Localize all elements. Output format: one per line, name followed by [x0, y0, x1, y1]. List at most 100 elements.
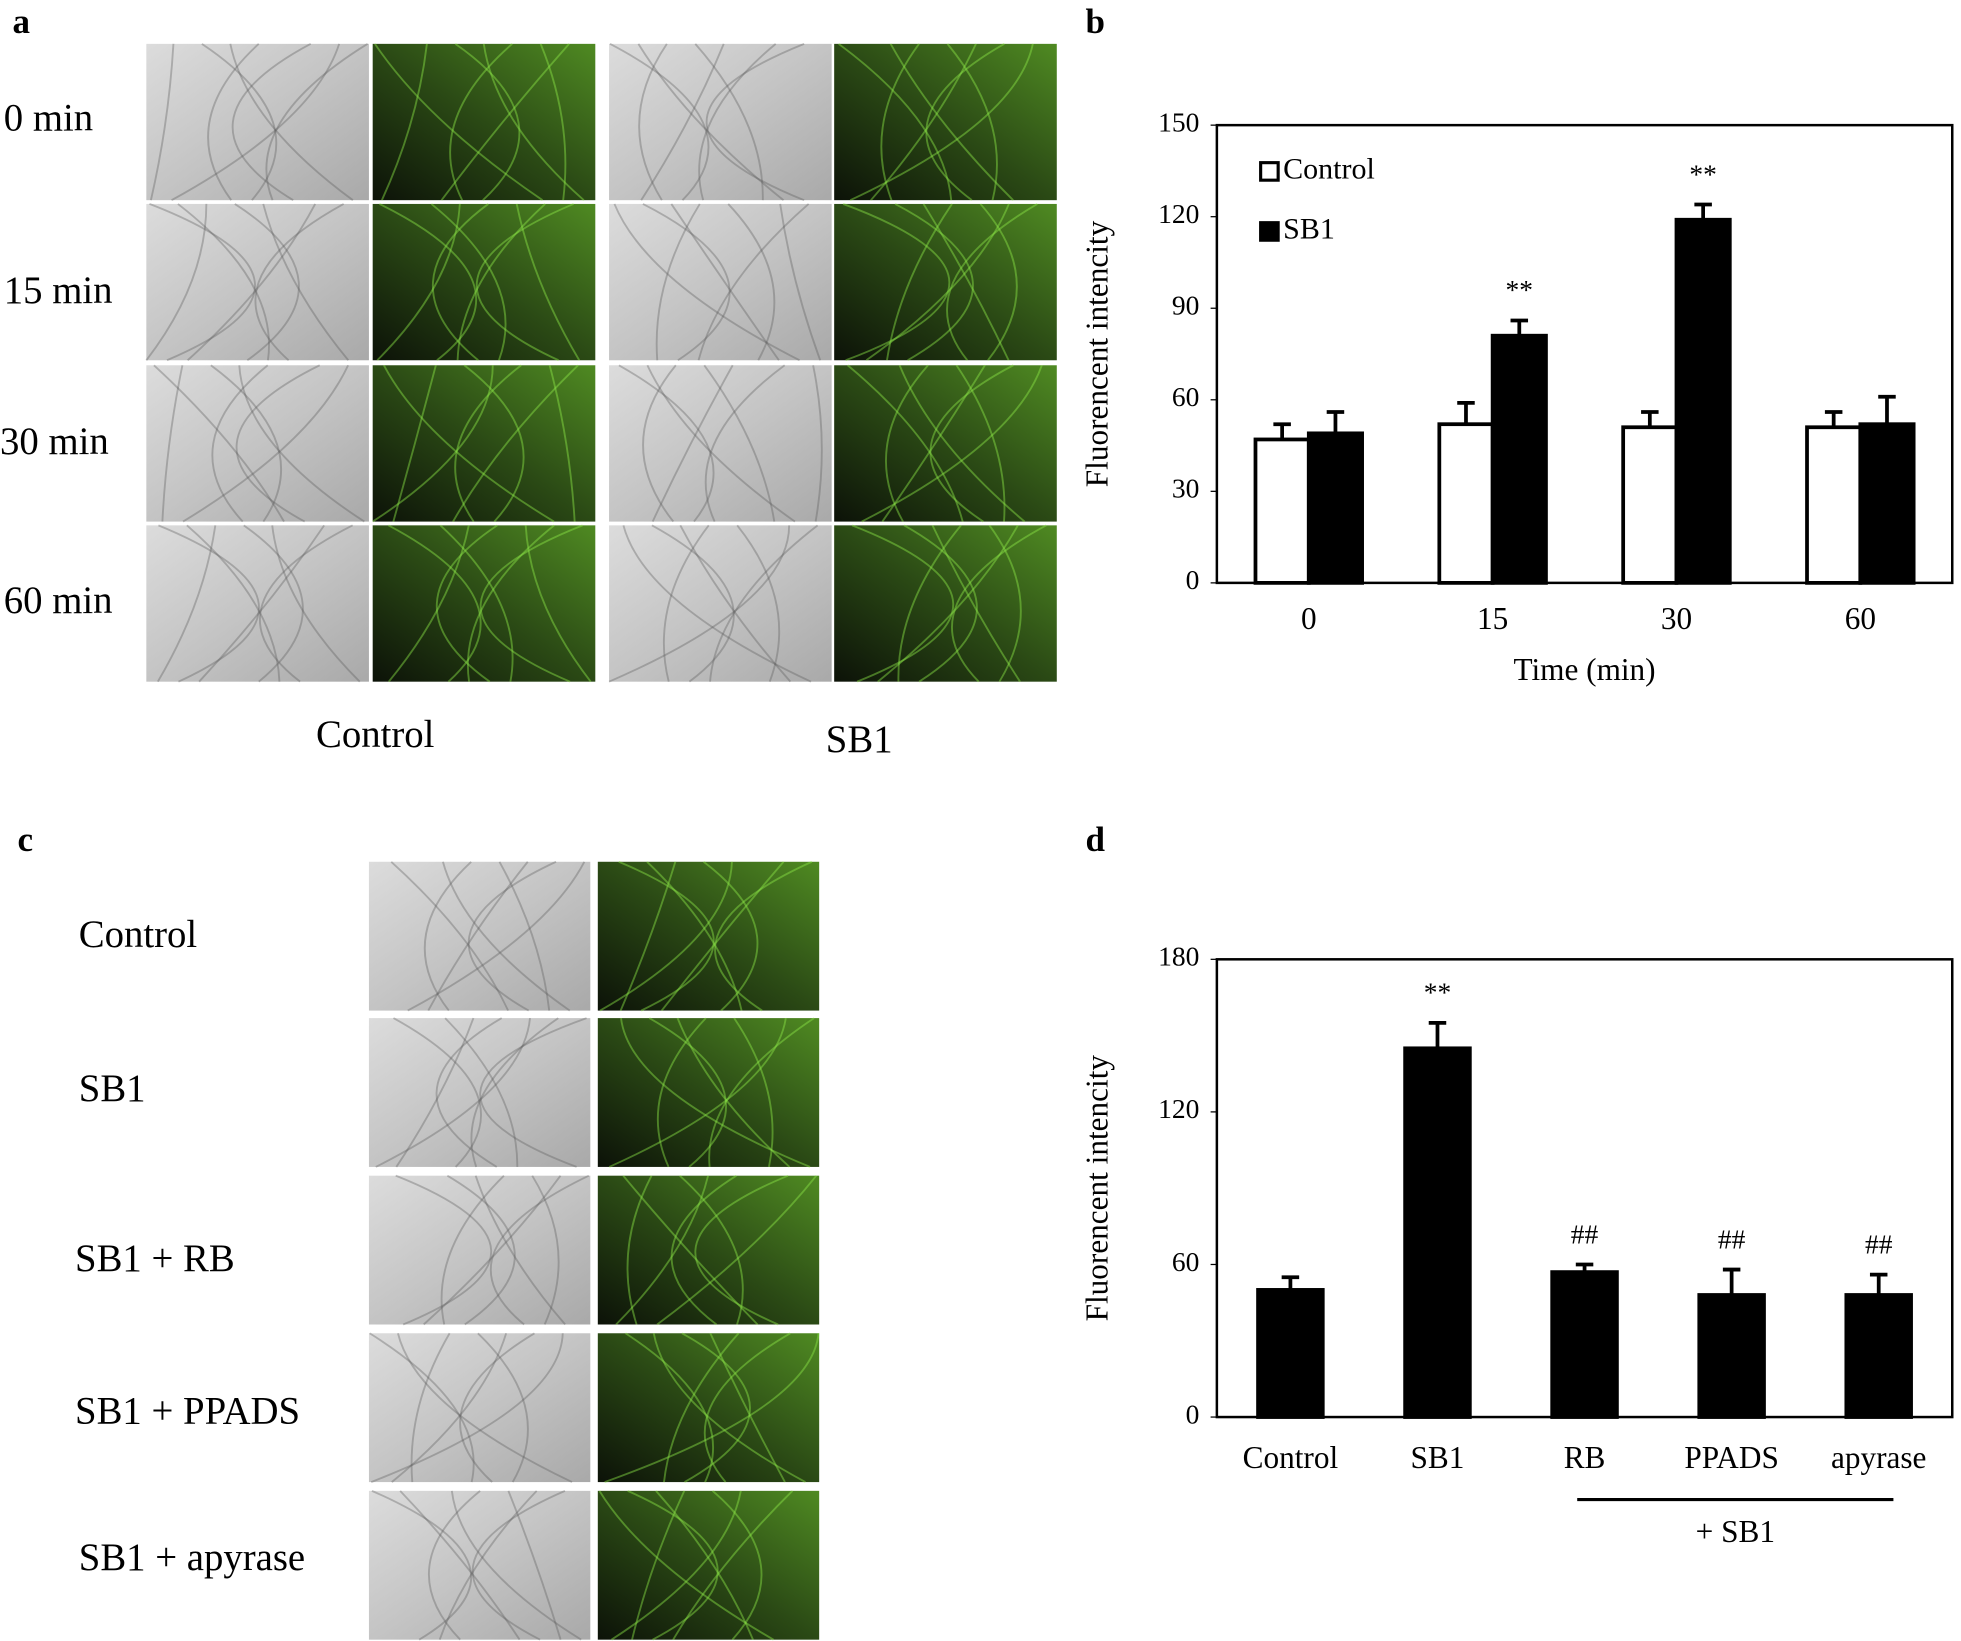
legend-swatch	[1259, 221, 1280, 242]
fiber	[615, 1175, 709, 1326]
fiber	[698, 43, 777, 201]
fiber	[812, 365, 823, 522]
column-label: SB1	[826, 718, 893, 761]
fiber	[679, 524, 792, 683]
fiber	[390, 861, 509, 1011]
fiber	[262, 203, 350, 361]
bar	[1437, 422, 1495, 585]
fiber	[885, 364, 929, 523]
fiber	[638, 43, 668, 201]
significance-label: ##	[1718, 1223, 1746, 1254]
micrograph	[609, 365, 832, 522]
fiber	[370, 1333, 564, 1483]
fiber	[450, 1490, 582, 1641]
fiber	[897, 524, 962, 682]
micrograph	[834, 203, 1057, 361]
fiber	[207, 43, 260, 201]
fiber	[609, 43, 710, 201]
fiber	[444, 1017, 519, 1167]
y-tick-label: 60	[1172, 381, 1200, 412]
fiber	[423, 1175, 562, 1326]
fiber	[427, 861, 529, 1012]
fiber	[619, 861, 677, 1011]
panel-label: d	[1086, 820, 1106, 859]
fiber	[454, 43, 521, 201]
micrograph	[368, 861, 591, 1011]
micrograph	[609, 43, 832, 201]
fiber	[676, 1017, 791, 1168]
micrograph	[146, 43, 369, 201]
fiber	[979, 203, 1018, 361]
fiber	[655, 1490, 754, 1641]
fiber	[498, 861, 551, 1011]
x-tick-label: 60	[1845, 601, 1876, 636]
micrograph	[372, 203, 596, 361]
fiber	[254, 203, 345, 361]
fiber	[604, 1333, 820, 1483]
fiber	[410, 1332, 451, 1483]
fiber	[703, 1332, 791, 1483]
fiber	[703, 364, 776, 522]
fiber	[656, 1175, 818, 1326]
fiber	[153, 364, 285, 523]
fiber	[438, 1490, 538, 1640]
micrograph	[597, 1490, 820, 1640]
y-tick-label: 0	[1186, 1398, 1200, 1429]
fiber	[423, 861, 472, 1012]
bar	[1403, 1046, 1472, 1419]
fiber	[640, 43, 725, 201]
bar	[1306, 431, 1364, 585]
fiber	[428, 1490, 481, 1641]
fiber	[489, 1174, 590, 1326]
fiber	[449, 43, 513, 201]
y-tick-label: 0	[1186, 564, 1200, 595]
fiber	[711, 1490, 763, 1641]
fiber	[655, 203, 701, 361]
legend-label: SB1	[1283, 212, 1335, 245]
fiber	[679, 1174, 744, 1325]
fiber	[903, 524, 978, 683]
fiber	[877, 524, 1019, 683]
fiber	[660, 861, 785, 1012]
fiber	[198, 524, 325, 683]
fiber	[886, 203, 953, 361]
row-label: 15 min	[4, 269, 113, 312]
fiber	[407, 861, 586, 1012]
row-label: SB1	[79, 1067, 146, 1110]
x-tick-label: PPADS	[1684, 1440, 1778, 1475]
fiber	[881, 364, 986, 523]
micrograph	[834, 525, 1057, 682]
fiber	[847, 364, 964, 522]
fiber	[467, 860, 557, 1012]
fiber	[870, 43, 977, 201]
fiber	[440, 43, 570, 201]
fiber	[456, 203, 546, 361]
fiber	[375, 1018, 531, 1168]
micrograph	[372, 365, 596, 522]
fiber	[608, 1017, 787, 1168]
y-tick-label: 30	[1172, 473, 1200, 504]
fiber	[670, 203, 780, 361]
micrograph	[834, 43, 1057, 201]
group-label: + SB1	[1696, 1514, 1775, 1549]
fiber	[736, 524, 781, 683]
fiber	[201, 43, 278, 201]
fiber	[548, 365, 576, 522]
micrograph	[368, 1018, 591, 1167]
fiber	[613, 203, 800, 362]
panel-label: a	[13, 2, 31, 41]
fiber	[271, 525, 361, 683]
fiber	[599, 861, 733, 1012]
fiber	[727, 203, 776, 361]
fiber	[657, 1017, 707, 1168]
row-label: SB1 + apyrase	[79, 1536, 305, 1579]
fiber	[618, 860, 715, 1012]
bar	[1621, 425, 1679, 585]
fiber	[210, 364, 283, 523]
bar	[1674, 217, 1732, 585]
fiber	[161, 365, 184, 522]
micrograph	[597, 1333, 820, 1483]
fiber	[446, 1174, 516, 1326]
fiber	[379, 203, 477, 362]
fiber	[442, 861, 571, 1012]
